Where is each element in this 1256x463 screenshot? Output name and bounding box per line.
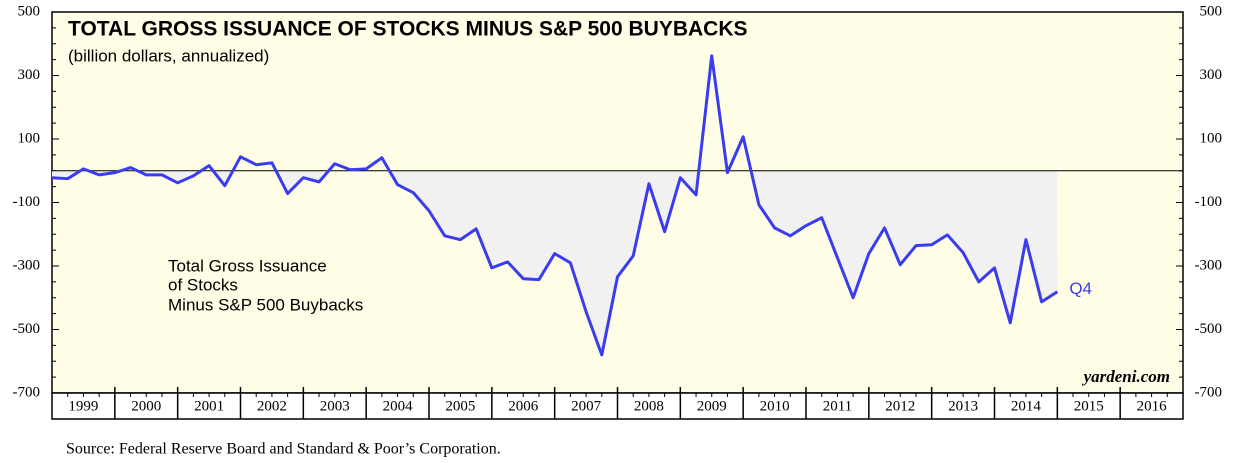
y2-tick-label: -500 [1195, 321, 1223, 337]
x-tick-label: 2008 [634, 398, 664, 414]
y-tick-label: 300 [18, 67, 41, 83]
area [52, 170, 1058, 355]
y2-tick-label: 100 [1200, 130, 1223, 146]
brand: yardeni.com [1082, 367, 1170, 386]
source: Source: Federal Reserve Board and Standa… [66, 441, 501, 458]
x-tick-label: 2007 [571, 398, 602, 414]
x-tick-label: 2006 [508, 398, 539, 414]
y2-tick-label: -100 [1195, 194, 1223, 210]
x-tick-label: 2004 [383, 398, 414, 414]
x-tick-label: 2002 [257, 398, 287, 414]
y-tick-label: -500 [13, 321, 41, 337]
end-label: Q4 [1069, 279, 1092, 298]
y-tick-label: -100 [13, 194, 41, 210]
x-tick-label: 2012 [885, 398, 915, 414]
x-tick-label: 2011 [823, 398, 852, 414]
x-tick-label: 2003 [320, 398, 350, 414]
line-label: of Stocks [168, 275, 238, 294]
x-tick-label: 2001 [194, 398, 224, 414]
y-tick-label: -700 [13, 384, 41, 400]
x-tick-label: 2016 [1137, 398, 1168, 414]
layer [51, 11, 1183, 394]
x-tick-label: 2005 [445, 398, 475, 414]
x-tick-label: 2009 [697, 398, 727, 414]
line-label: Minus S&P 500 Buybacks [168, 295, 363, 314]
line-label: Total Gross Issuance [168, 256, 327, 275]
y2-tick-label: 300 [1200, 67, 1223, 83]
x-tick-label: 2013 [948, 398, 978, 414]
y2-tick-label: -700 [1195, 384, 1223, 400]
y-tick-label: -300 [13, 257, 41, 273]
line [51, 54, 1059, 357]
y-tick-label: 100 [18, 130, 41, 146]
y-tick-label: 500 [18, 3, 41, 19]
y2-tick-label: 500 [1200, 3, 1223, 19]
x-tick-label: 2000 [131, 398, 161, 414]
x-tick-label: 1999 [68, 398, 98, 414]
chart-title: TOTAL GROSS ISSUANCE OF STOCKS MINUS S&P… [68, 18, 748, 41]
x-tick-label: 2010 [760, 398, 790, 414]
x-tick-label: 2014 [1011, 398, 1042, 414]
y2-tick-label: -300 [1195, 257, 1223, 273]
x-tick-label: 2015 [1074, 398, 1104, 414]
chart-subtitle: (billion dollars, annualized) [68, 46, 269, 65]
